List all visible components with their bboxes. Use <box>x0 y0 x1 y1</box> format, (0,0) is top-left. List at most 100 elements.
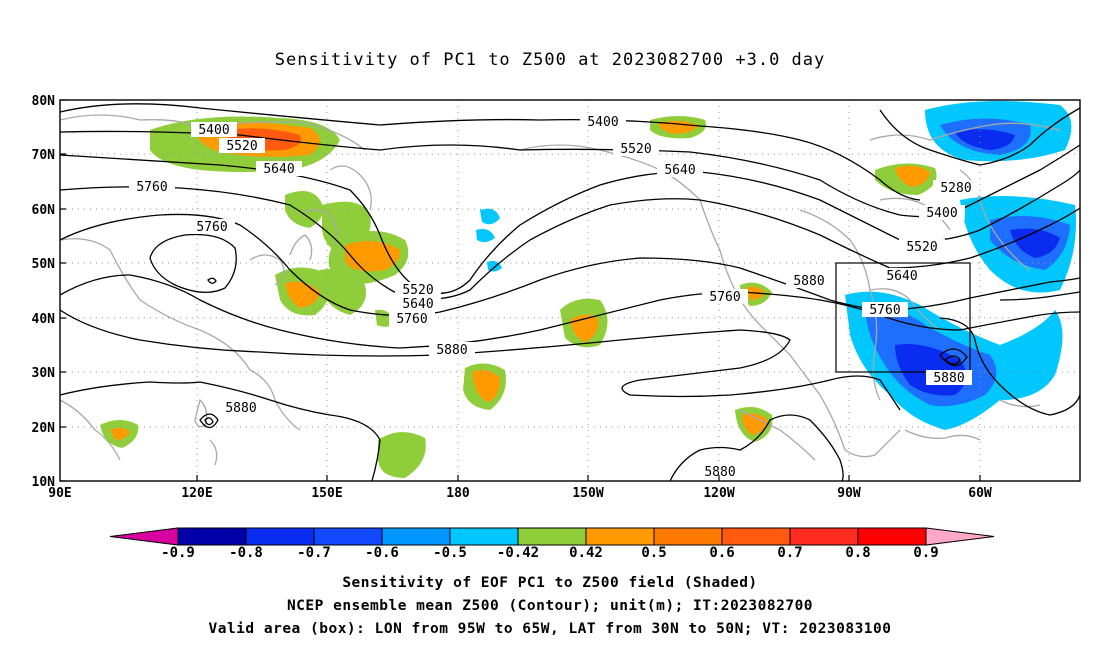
colorbar-label: 0.8 <box>845 545 870 561</box>
lat-label: 40N <box>32 312 56 327</box>
caption-contour: NCEP ensemble mean Z500 (Contour); unit(… <box>286 598 814 614</box>
svg-text:5400: 5400 <box>587 115 618 130</box>
tick-marks <box>60 99 981 482</box>
positive-region <box>378 431 426 478</box>
svg-text:5400: 5400 <box>198 123 229 138</box>
contour-label: 5880 <box>926 370 972 386</box>
contour-label: 5640 <box>657 162 703 178</box>
colorbar-label: 0.7 <box>777 545 802 561</box>
positive-region <box>285 191 324 228</box>
svg-text:5520: 5520 <box>402 283 433 298</box>
colorbar-swatch <box>517 527 587 546</box>
svg-text:5640: 5640 <box>886 269 917 284</box>
svg-text:5880: 5880 <box>436 343 467 358</box>
colorbar-label: -0.5 <box>433 545 467 561</box>
svg-text:5400: 5400 <box>926 206 957 221</box>
negative-region <box>1010 228 1060 258</box>
contour-label: 5280 <box>933 180 979 196</box>
contour-label: 5640 <box>256 161 302 177</box>
shaded-sensitivity <box>100 101 1076 478</box>
contour-labels: 5400 5520 5640 5760 5760 5400 5520 5640 … <box>129 114 979 480</box>
colorbar-swatch <box>721 527 791 546</box>
caption-shaded: Sensitivity of EOF PC1 to Z500 field (Sh… <box>342 575 758 591</box>
map-frame <box>59 99 1081 482</box>
lon-label: 90E <box>48 486 71 501</box>
colorbar-extension-low <box>109 527 179 546</box>
contour-label: 5520 <box>395 282 441 298</box>
lat-label: 60N <box>32 203 56 218</box>
contour-label: 5400 <box>919 205 965 221</box>
colorbar-label: 0.9 <box>913 545 938 561</box>
positive-region <box>472 370 500 402</box>
contour-label: 5520 <box>613 141 659 157</box>
lat-label: 10N <box>32 475 56 490</box>
svg-text:5880: 5880 <box>704 465 735 480</box>
contour-label: 5760 <box>862 302 908 318</box>
colorbar-label: -0.6 <box>365 545 399 561</box>
colorbar <box>109 527 995 546</box>
contour-label: 5880 <box>786 273 832 289</box>
z500-contours <box>59 103 1081 482</box>
positive-region <box>110 427 130 440</box>
positive-region <box>658 120 698 134</box>
svg-text:5280: 5280 <box>940 181 971 196</box>
colorbar-swatch <box>585 527 655 546</box>
colorbar-swatch <box>313 527 383 546</box>
positive-region <box>320 269 366 315</box>
contour-label: 5760 <box>189 219 235 235</box>
contour-label: 5520 <box>219 138 265 154</box>
colorbar-label: 0.6 <box>709 545 734 561</box>
lon-label: 180 <box>446 486 470 501</box>
colorbar-label: -0.42 <box>497 545 539 561</box>
svg-text:5760: 5760 <box>709 290 740 305</box>
positive-region <box>895 165 930 187</box>
graticule <box>60 100 1080 481</box>
colorbar-swatch <box>177 527 247 546</box>
svg-text:5520: 5520 <box>620 142 651 157</box>
negative-region <box>480 208 500 225</box>
lon-labels: 90E 120E 150E 180 150W 120W 90W 60W <box>48 486 992 501</box>
colorbar-swatch <box>245 527 315 546</box>
colorbar-label: -0.8 <box>229 545 263 561</box>
lat-label: 30N <box>32 366 56 381</box>
svg-text:5760: 5760 <box>136 180 167 195</box>
lon-label: 120W <box>703 486 734 501</box>
contour-label: 5760 <box>389 311 435 327</box>
contour-label: 5880 <box>429 342 475 358</box>
svg-text:5760: 5760 <box>196 220 227 235</box>
negative-region <box>955 129 1015 150</box>
svg-text:5640: 5640 <box>664 163 695 178</box>
lon-label: 60W <box>968 486 992 501</box>
contour-label: 5760 <box>129 179 175 195</box>
contour-label: 5640 <box>879 268 925 284</box>
colorbar-label: 0.42 <box>569 545 603 561</box>
contour-label: 5400 <box>191 122 237 138</box>
colorbar-label: 0.5 <box>641 545 666 561</box>
colorbar-swatch <box>449 527 519 546</box>
contour-label: 5880 <box>218 400 264 416</box>
lon-label: 120E <box>181 486 212 501</box>
colorbar-extension-high <box>925 527 995 546</box>
colorbar-swatch <box>857 527 927 546</box>
caption-valid-area: Valid area (box): LON from 95W to 65W, L… <box>208 621 892 637</box>
lat-label: 70N <box>32 148 56 163</box>
colorbar-swatch <box>789 527 859 546</box>
contour-label: 5520 <box>899 239 945 255</box>
lat-label: 50N <box>32 257 56 272</box>
contour-label: 5880 <box>697 464 743 480</box>
svg-text:5760: 5760 <box>869 303 900 318</box>
colorbar-swatch <box>381 527 451 546</box>
svg-text:5880: 5880 <box>793 274 824 289</box>
svg-text:5880: 5880 <box>933 371 964 386</box>
lon-label: 150W <box>572 486 603 501</box>
svg-text:5760: 5760 <box>396 312 427 327</box>
lat-label: 20N <box>32 421 56 436</box>
colorbar-swatch <box>653 527 723 546</box>
contour-label: 5640 <box>395 296 441 312</box>
svg-text:5880: 5880 <box>225 401 256 416</box>
lat-labels: 80N 70N 60N 50N 40N 30N 20N 10N <box>32 94 56 490</box>
positive-region <box>742 413 768 435</box>
negative-region <box>476 229 495 243</box>
colorbar-labels: -0.9 -0.8 -0.7 -0.6 -0.5 -0.42 0.42 0.5 … <box>161 545 939 561</box>
